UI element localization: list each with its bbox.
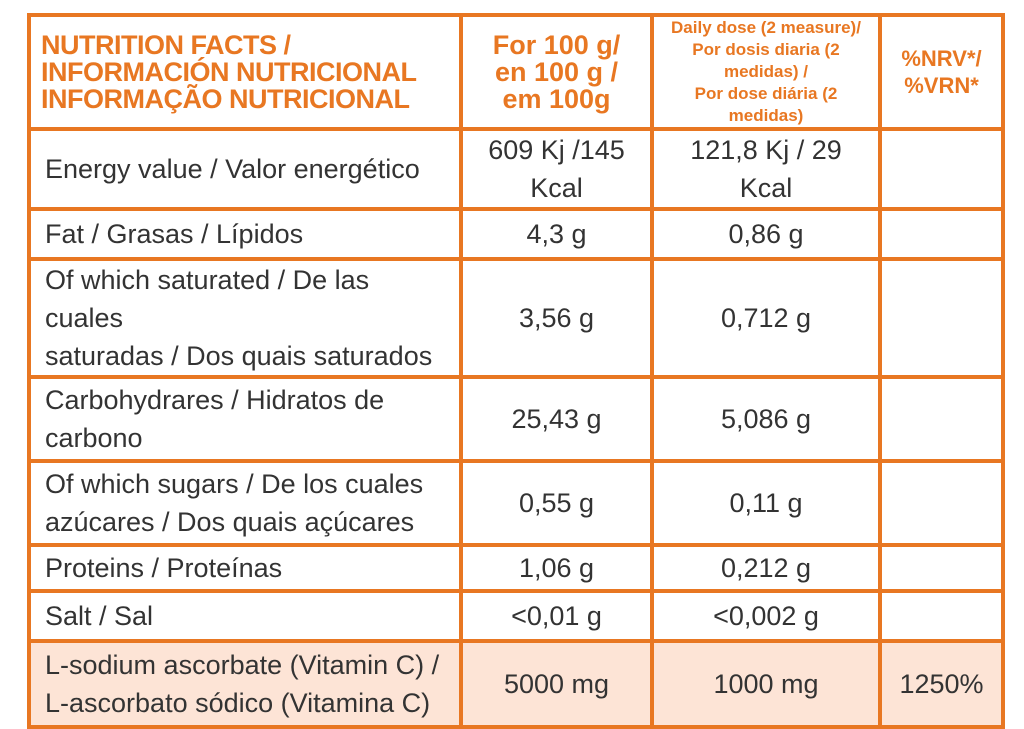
daily-value: 0,11 g <box>650 459 882 547</box>
per100-value: 25,43 g <box>459 375 654 463</box>
table-row: Of which saturated / De las cuales satur… <box>27 257 1005 379</box>
header-daily-line: Por dose diária (2 medidas) <box>694 84 838 125</box>
header-daily-line: Por dosis diaria (2 medidas) / <box>692 40 840 81</box>
nrv-value <box>878 207 1005 261</box>
header-row: NUTRITION FACTS / INFORMACIÓN NUTRICIONA… <box>27 13 1005 131</box>
daily-value: 0,212 g <box>650 543 882 593</box>
table-row: Carbohydrares / Hidratos de carbono 25,4… <box>27 375 1005 463</box>
per100-value: <0,01 g <box>459 589 654 643</box>
table-row: Salt / Sal <0,01 g <0,002 g <box>27 589 1005 643</box>
per100-value: 5000 mg <box>459 639 654 729</box>
nutrient-name: Proteins / Proteínas <box>45 553 283 583</box>
nrv-value <box>878 375 1005 463</box>
daily-value: <0,002 g <box>650 589 882 643</box>
header-daily-line: Daily dose (2 measure)/ <box>671 18 861 37</box>
nutrient-name: Of which sugars / De los cuales <box>45 469 424 499</box>
nutrient-name: Of which saturated / De las cuales <box>45 265 370 333</box>
header-per100-line: em 100g <box>502 83 611 114</box>
header-title-line: INFORMAÇÃO NUTRICIONAL <box>41 83 410 114</box>
header-nutrition-facts: NUTRITION FACTS / INFORMACIÓN NUTRICIONA… <box>27 13 463 131</box>
nutrient-name: Salt / Sal <box>45 601 154 631</box>
nutrient-name-cell: L-sodium ascorbate (Vitamin C) / L-ascor… <box>27 639 463 729</box>
nutrient-name: L-sodium ascorbate (Vitamin C) / <box>45 650 440 680</box>
daily-value: 1000 mg <box>650 639 882 729</box>
nutrient-name-cell: Of which sugars / De los cuales azúcares… <box>27 459 463 547</box>
per100-value: 1,06 g <box>459 543 654 593</box>
daily-value: 0,86 g <box>650 207 882 261</box>
header-per100-line: en 100 g / <box>494 56 619 87</box>
nutrient-name: L-ascorbato sódico (Vitamina C) <box>45 688 431 718</box>
per100-value: 0,55 g <box>459 459 654 547</box>
nrv-value <box>878 589 1005 643</box>
nrv-value <box>878 543 1005 593</box>
nutrition-table-wrapper: NUTRITION FACTS / INFORMACIÓN NUTRICIONA… <box>27 13 1005 729</box>
table-row: Fat / Grasas / Lípidos 4,3 g 0,86 g <box>27 207 1005 261</box>
header-title-line: INFORMACIÓN NUTRICIONAL <box>41 56 417 87</box>
daily-value: 5,086 g <box>650 375 882 463</box>
nutrient-name: Energy value / Valor energético <box>45 154 420 184</box>
header-nrv: %NRV*/ %VRN* <box>878 13 1005 131</box>
nrv-value <box>878 459 1005 547</box>
header-nrv-line: %NRV*/ <box>901 46 982 71</box>
nutrition-facts-table: NUTRITION FACTS / INFORMACIÓN NUTRICIONA… <box>27 13 1005 729</box>
daily-value: 121,8 Kj / 29 Kcal <box>650 127 882 211</box>
nutrient-name-cell: Energy value / Valor energético <box>27 127 463 211</box>
header-nrv-line: %VRN* <box>904 73 979 98</box>
nutrient-name: carbono <box>45 423 143 453</box>
nutrient-name: azúcares / Dos quais açúcares <box>45 507 415 537</box>
table-row-highlighted: L-sodium ascorbate (Vitamin C) / L-ascor… <box>27 639 1005 729</box>
nrv-value <box>878 127 1005 211</box>
table-row: Proteins / Proteínas 1,06 g 0,212 g <box>27 543 1005 593</box>
daily-value: 0,712 g <box>650 257 882 379</box>
header-daily-dose: Daily dose (2 measure)/ Por dosis diaria… <box>650 13 882 131</box>
nutrient-name: Fat / Grasas / Lípidos <box>45 219 304 249</box>
nutrient-name-cell: Of which saturated / De las cuales satur… <box>27 257 463 379</box>
header-per100-line: For 100 g/ <box>492 29 621 60</box>
table-row: Of which sugars / De los cuales azúcares… <box>27 459 1005 547</box>
nrv-value: 1250% <box>878 639 1005 729</box>
per100-value: 3,56 g <box>459 257 654 379</box>
nutrient-name-cell: Salt / Sal <box>27 589 463 643</box>
table-row: Energy value / Valor energético 609 Kj /… <box>27 127 1005 211</box>
header-per-100g: For 100 g/ en 100 g / em 100g <box>459 13 654 131</box>
nutrient-name-cell: Carbohydrares / Hidratos de carbono <box>27 375 463 463</box>
nrv-value <box>878 257 1005 379</box>
nutrient-name: saturadas / Dos quais saturados <box>45 341 433 371</box>
per100-value: 609 Kj /145 Kcal <box>459 127 654 211</box>
nutrient-name: Carbohydrares / Hidratos de <box>45 385 385 415</box>
per100-value: 4,3 g <box>459 207 654 261</box>
header-title-line: NUTRITION FACTS / <box>41 29 291 60</box>
nutrient-name-cell: Proteins / Proteínas <box>27 543 463 593</box>
nutrient-name-cell: Fat / Grasas / Lípidos <box>27 207 463 261</box>
